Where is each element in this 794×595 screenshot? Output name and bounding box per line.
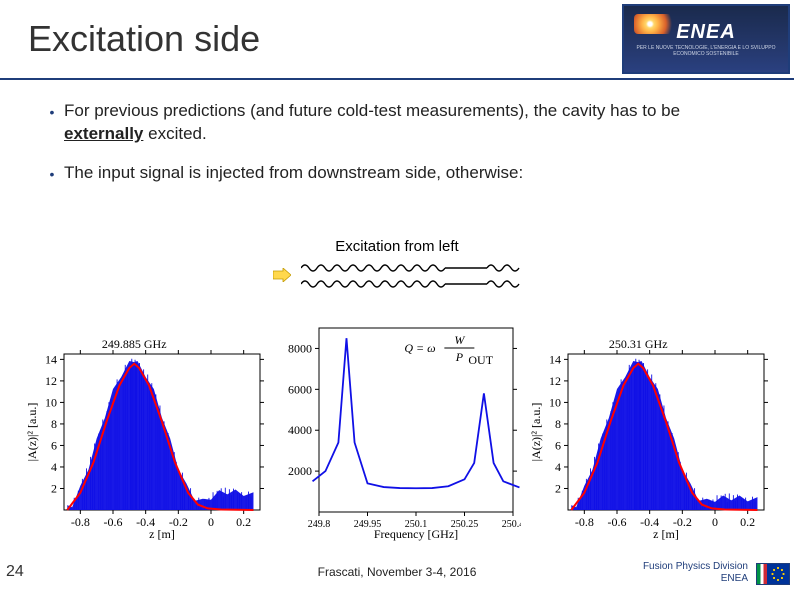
svg-text:Q = ω: Q = ω (404, 341, 435, 355)
svg-text:10: 10 (45, 395, 57, 409)
svg-text:4: 4 (555, 460, 561, 474)
logo-burst-icon (634, 14, 674, 34)
svg-text:8: 8 (555, 417, 561, 431)
flag-icon (756, 563, 790, 585)
svg-text:6: 6 (51, 438, 57, 452)
svg-text:0: 0 (712, 515, 718, 529)
logo-subtitle: PER LE NUOVE TECNOLOGIE, L'ENERGIA E LO … (624, 44, 788, 57)
svg-text:W: W (454, 333, 465, 347)
svg-text:6: 6 (555, 438, 561, 452)
squiggle-icon (301, 262, 521, 294)
svg-text:12: 12 (45, 374, 57, 388)
bullet-2: • The input signal is injected from down… (40, 162, 754, 185)
svg-text:249.8: 249.8 (308, 519, 331, 530)
bullet-dot-icon: • (40, 100, 64, 146)
svg-text:2000: 2000 (288, 464, 312, 478)
arrow-right-icon (273, 268, 291, 282)
chart-center: 2000400060008000249.8249.95250.1250.2525… (273, 318, 521, 542)
svg-text:-0.6: -0.6 (104, 515, 123, 529)
content-area: • For previous predictions (and future c… (40, 100, 754, 201)
svg-text:-0.6: -0.6 (608, 515, 627, 529)
chart-left: 2468101214-0.8-0.6-0.4-0.200.2z [m]|A(z)… (24, 332, 266, 542)
svg-text:2: 2 (51, 481, 57, 495)
footer-right: Fusion Physics Division ENEA (643, 561, 748, 585)
svg-text:8000: 8000 (288, 341, 312, 355)
svg-text:14: 14 (45, 352, 57, 366)
excitation-label: Excitation from left (0, 238, 794, 255)
svg-text:OUT: OUT (468, 353, 493, 367)
footer-right-1: Fusion Physics Division (643, 561, 748, 572)
svg-text:8: 8 (51, 417, 57, 431)
svg-text:z [m]: z [m] (149, 527, 175, 541)
logo-brand: ENEA (676, 21, 736, 44)
bullet-1-text: For previous predictions (and future col… (64, 100, 754, 146)
chart-right: 2468101214-0.8-0.6-0.4-0.200.2z [m]|A(z)… (528, 332, 770, 542)
page-title: Excitation side (28, 18, 260, 60)
bullet-dot-icon: • (40, 162, 64, 185)
svg-text:-0.8: -0.8 (575, 515, 594, 529)
bullet-1-post: excited. (143, 124, 206, 143)
svg-text:-0.8: -0.8 (71, 515, 90, 529)
svg-text:249.885 GHz: 249.885 GHz (102, 337, 167, 351)
svg-text:0: 0 (208, 515, 214, 529)
svg-text:10: 10 (549, 395, 561, 409)
svg-text:Frequency [GHz]: Frequency [GHz] (374, 527, 458, 541)
svg-text:|A(z)|² [a.u.]: |A(z)|² [a.u.] (529, 403, 543, 462)
title-bar: Excitation side ENEA PER LE NUOVE TECNOL… (0, 0, 794, 80)
bullet-2-text: The input signal is injected from downst… (64, 162, 754, 185)
svg-text:|A(z)|² [a.u.]: |A(z)|² [a.u.] (25, 403, 39, 462)
bullet-1: • For previous predictions (and future c… (40, 100, 754, 146)
svg-text:12: 12 (549, 374, 561, 388)
enea-logo: ENEA PER LE NUOVE TECNOLOGIE, L'ENERGIA … (622, 4, 790, 74)
svg-text:14: 14 (549, 352, 561, 366)
svg-text:6000: 6000 (288, 382, 312, 396)
svg-text:2: 2 (555, 481, 561, 495)
svg-text:0.2: 0.2 (236, 515, 251, 529)
svg-text:4: 4 (51, 460, 57, 474)
charts-row: 2468101214-0.8-0.6-0.4-0.200.2z [m]|A(z)… (24, 318, 770, 542)
svg-text:z [m]: z [m] (653, 527, 679, 541)
bullet-1-pre: For previous predictions (and future col… (64, 101, 680, 120)
svg-text:0.2: 0.2 (740, 515, 755, 529)
svg-text:250.4: 250.4 (502, 519, 521, 530)
footer-right-2: ENEA (721, 573, 748, 584)
svg-text:P: P (455, 350, 464, 364)
bullet-1-emph: externally (64, 124, 143, 143)
svg-text:250.31 GHz: 250.31 GHz (609, 337, 668, 351)
svg-text:4000: 4000 (288, 423, 312, 437)
squiggle-diagram (0, 262, 794, 294)
